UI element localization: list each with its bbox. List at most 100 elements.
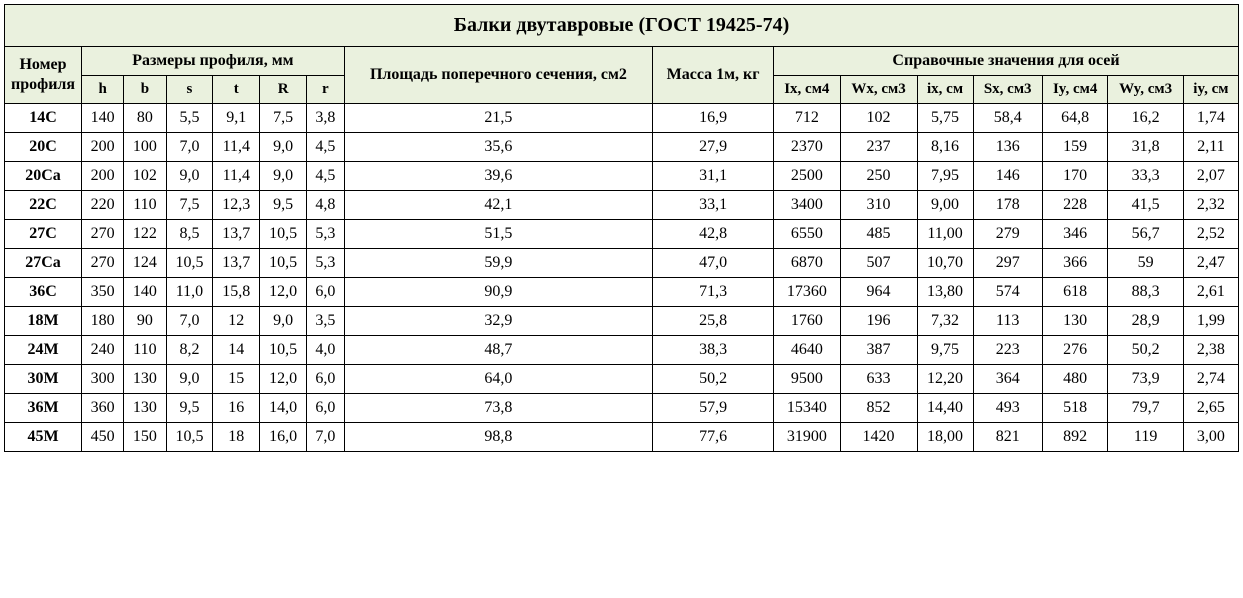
cell-ix: 13,80 <box>917 277 973 306</box>
cell-R: 12,0 <box>260 277 307 306</box>
cell-Ix: 712 <box>774 103 841 132</box>
cell-p: 45M <box>5 422 82 451</box>
cell-Ix: 31900 <box>774 422 841 451</box>
col-R: R <box>260 76 307 104</box>
cell-R: 9,0 <box>260 132 307 161</box>
cell-R: 9,0 <box>260 306 307 335</box>
cell-r: 4,0 <box>307 335 345 364</box>
cell-b: 150 <box>124 422 166 451</box>
cell-Wy: 16,2 <box>1108 103 1183 132</box>
cell-b: 130 <box>124 364 166 393</box>
cell-ix: 18,00 <box>917 422 973 451</box>
cell-h: 180 <box>82 306 124 335</box>
table-header: Балки двутавровые (ГОСТ 19425-74) Номер … <box>5 5 1239 104</box>
cell-Iy: 892 <box>1042 422 1108 451</box>
cell-Sx: 574 <box>973 277 1042 306</box>
cell-s: 10,5 <box>166 248 213 277</box>
cell-s: 7,0 <box>166 306 213 335</box>
cell-iy: 3,00 <box>1183 422 1238 451</box>
cell-p: 27Ca <box>5 248 82 277</box>
cell-t: 14 <box>213 335 260 364</box>
cell-p: 36M <box>5 393 82 422</box>
table-row: 18M180907,0129,03,532,925,817601967,3211… <box>5 306 1239 335</box>
cell-ix: 9,00 <box>917 190 973 219</box>
table-row: 22C2201107,512,39,54,842,133,134003109,0… <box>5 190 1239 219</box>
cell-t: 13,7 <box>213 248 260 277</box>
cell-p: 20C <box>5 132 82 161</box>
cell-R: 7,5 <box>260 103 307 132</box>
cell-h: 220 <box>82 190 124 219</box>
table-row: 45M45015010,51816,07,098,877,63190014201… <box>5 422 1239 451</box>
cell-Iy: 170 <box>1042 161 1108 190</box>
cell-Sx: 58,4 <box>973 103 1042 132</box>
cell-t: 13,7 <box>213 219 260 248</box>
cell-r: 6,0 <box>307 364 345 393</box>
cell-r: 4,5 <box>307 132 345 161</box>
cell-iy: 2,07 <box>1183 161 1238 190</box>
cell-t: 15,8 <box>213 277 260 306</box>
cell-ix: 7,32 <box>917 306 973 335</box>
cell-s: 9,5 <box>166 393 213 422</box>
cell-t: 11,4 <box>213 132 260 161</box>
cell-A: 42,1 <box>344 190 652 219</box>
cell-Ix: 9500 <box>774 364 841 393</box>
cell-Sx: 297 <box>973 248 1042 277</box>
cell-h: 200 <box>82 161 124 190</box>
cell-m: 25,8 <box>653 306 774 335</box>
cell-iy: 2,65 <box>1183 393 1238 422</box>
cell-Wy: 50,2 <box>1108 335 1183 364</box>
cell-Sx: 364 <box>973 364 1042 393</box>
cell-iy: 2,32 <box>1183 190 1238 219</box>
cell-s: 10,5 <box>166 422 213 451</box>
cell-Wy: 41,5 <box>1108 190 1183 219</box>
cell-Wy: 59 <box>1108 248 1183 277</box>
col-t: t <box>213 76 260 104</box>
cell-A: 90,9 <box>344 277 652 306</box>
cell-Iy: 366 <box>1042 248 1108 277</box>
cell-r: 4,5 <box>307 161 345 190</box>
cell-Ix: 3400 <box>774 190 841 219</box>
cell-iy: 2,38 <box>1183 335 1238 364</box>
col-Ix: Ix, см4 <box>774 76 841 104</box>
cell-Iy: 64,8 <box>1042 103 1108 132</box>
cell-t: 12 <box>213 306 260 335</box>
col-group-axes: Справочные значения для осей <box>774 47 1239 76</box>
cell-Wy: 119 <box>1108 422 1183 451</box>
cell-Iy: 518 <box>1042 393 1108 422</box>
cell-ix: 7,95 <box>917 161 973 190</box>
cell-ix: 8,16 <box>917 132 973 161</box>
cell-R: 9,0 <box>260 161 307 190</box>
col-s: s <box>166 76 213 104</box>
cell-Wx: 485 <box>840 219 917 248</box>
cell-Ix: 6870 <box>774 248 841 277</box>
col-profile-number: Номер профиля <box>5 47 82 104</box>
cell-b: 100 <box>124 132 166 161</box>
col-group-dimensions: Размеры профиля, мм <box>82 47 345 76</box>
cell-b: 122 <box>124 219 166 248</box>
cell-iy: 2,52 <box>1183 219 1238 248</box>
cell-Ix: 2370 <box>774 132 841 161</box>
cell-iy: 2,11 <box>1183 132 1238 161</box>
cell-b: 110 <box>124 190 166 219</box>
cell-s: 8,2 <box>166 335 213 364</box>
cell-s: 9,0 <box>166 364 213 393</box>
cell-Wx: 237 <box>840 132 917 161</box>
cell-A: 98,8 <box>344 422 652 451</box>
cell-h: 450 <box>82 422 124 451</box>
cell-A: 64,0 <box>344 364 652 393</box>
cell-Wx: 1420 <box>840 422 917 451</box>
cell-Sx: 493 <box>973 393 1042 422</box>
cell-b: 102 <box>124 161 166 190</box>
cell-Wy: 33,3 <box>1108 161 1183 190</box>
cell-t: 15 <box>213 364 260 393</box>
col-mass: Масса 1м, кг <box>653 47 774 104</box>
cell-iy: 2,47 <box>1183 248 1238 277</box>
cell-m: 31,1 <box>653 161 774 190</box>
cell-Wx: 852 <box>840 393 917 422</box>
cell-iy: 1,99 <box>1183 306 1238 335</box>
cell-p: 20Ca <box>5 161 82 190</box>
cell-Wx: 102 <box>840 103 917 132</box>
cell-ix: 9,75 <box>917 335 973 364</box>
cell-A: 48,7 <box>344 335 652 364</box>
cell-b: 110 <box>124 335 166 364</box>
